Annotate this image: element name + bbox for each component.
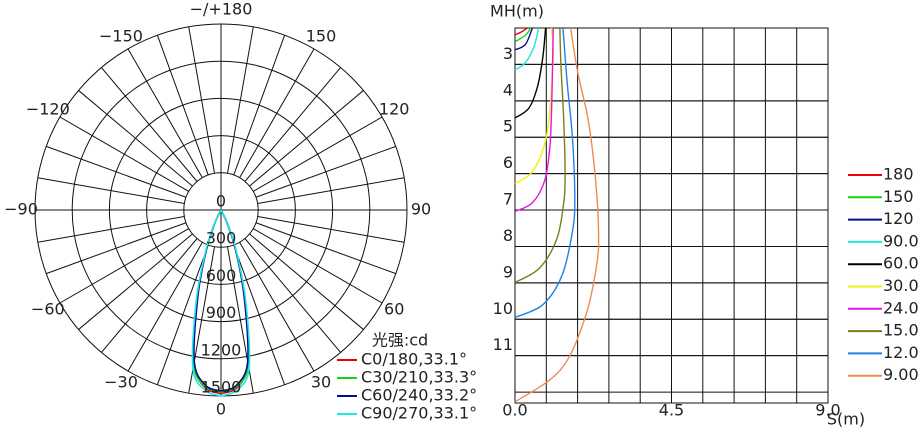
spoke xyxy=(156,35,209,176)
legend-label: 9.00 xyxy=(883,365,919,384)
isolux-curve xyxy=(514,27,547,119)
spoke xyxy=(233,244,286,385)
angle-tick-label: 150 xyxy=(306,26,337,45)
x-tick-label: 9.0 xyxy=(815,401,840,420)
radial-tick-label: 0 xyxy=(216,192,226,211)
spoke xyxy=(255,145,396,198)
isolux-curve xyxy=(514,27,600,403)
legend-label: 120 xyxy=(883,209,914,228)
isolux-curve xyxy=(514,27,534,51)
spoke xyxy=(46,222,187,275)
spoke xyxy=(239,241,315,372)
spoke xyxy=(37,215,185,243)
y-tick-label: 7 xyxy=(503,190,513,209)
angle-tick-label: −60 xyxy=(31,300,65,319)
legend-label: 30.0 xyxy=(883,276,919,295)
legend-label: C60/240,33.2° xyxy=(361,386,477,405)
isolux-curve xyxy=(514,27,555,185)
radial-tick-label: 300 xyxy=(206,229,237,248)
spoke xyxy=(226,26,254,174)
spoke xyxy=(59,116,190,192)
angle-tick-label: 120 xyxy=(379,100,410,119)
angle-tick-label: 0 xyxy=(216,400,226,419)
spoke xyxy=(249,90,364,187)
spoke xyxy=(249,233,364,330)
spoke xyxy=(244,238,341,353)
legend-label: 180 xyxy=(883,165,914,184)
isolux-curve xyxy=(514,27,532,43)
spoke xyxy=(127,48,203,179)
angle-tick-label: 90 xyxy=(411,200,431,219)
angle-tick-label: −/+180 xyxy=(190,0,253,19)
spoke xyxy=(239,48,315,179)
spoke xyxy=(101,238,198,353)
y-tick-label: 9 xyxy=(503,262,513,281)
spoke xyxy=(156,244,209,385)
angle-tick-label: −150 xyxy=(99,26,143,45)
radial-tick-label: 1500 xyxy=(201,378,242,397)
spoke xyxy=(78,233,193,330)
isolux-curve xyxy=(514,27,566,284)
legend-label: 90.0 xyxy=(883,231,919,250)
spoke xyxy=(127,241,203,372)
isolux-curve xyxy=(514,27,528,36)
spoke xyxy=(257,177,405,205)
spoke xyxy=(78,90,193,187)
y-tick-label: 5 xyxy=(503,117,513,136)
spoke xyxy=(188,26,216,174)
radial-tick-label: 900 xyxy=(206,303,237,322)
angle-tick-label: −90 xyxy=(4,200,38,219)
spoke xyxy=(101,67,198,182)
radial-tick-label: 600 xyxy=(206,266,237,285)
spoke xyxy=(46,145,187,198)
angle-tick-label: 60 xyxy=(384,300,404,319)
x-axis-title: S(m) xyxy=(827,410,865,429)
legend-label: 24.0 xyxy=(883,298,919,317)
spoke xyxy=(244,67,341,182)
spoke xyxy=(59,228,190,304)
isolux-curve xyxy=(514,27,540,71)
y-tick-label: 11 xyxy=(493,335,513,354)
y-axis-title: MH(m) xyxy=(490,2,544,21)
x-tick-label: 4.5 xyxy=(659,401,684,420)
spoke xyxy=(252,228,383,304)
y-tick-label: 4 xyxy=(503,80,513,99)
spoke xyxy=(252,116,383,192)
y-tick-label: 3 xyxy=(503,44,513,63)
spoke xyxy=(37,177,185,205)
intensity-curve xyxy=(191,209,222,397)
angle-tick-label: −30 xyxy=(104,373,138,392)
spoke xyxy=(257,215,405,243)
x-tick-label: 0.0 xyxy=(502,401,527,420)
angle-tick-label: −120 xyxy=(26,100,70,119)
spoke xyxy=(255,222,396,275)
legend-label: C0/180,33.1° xyxy=(361,350,467,369)
y-tick-label: 8 xyxy=(503,226,513,245)
legend-title: 光强:cd xyxy=(372,331,428,350)
radial-tick-label: 1200 xyxy=(201,340,242,359)
legend-label: C90/270,33.1° xyxy=(361,404,477,423)
isolux-curve xyxy=(514,27,576,319)
legend-label: C30/210,33.3° xyxy=(361,368,477,387)
isolux-curve xyxy=(514,27,554,213)
legend-label: 150 xyxy=(883,187,914,206)
spoke xyxy=(233,35,286,176)
y-tick-label: 6 xyxy=(503,153,513,172)
legend-label: 12.0 xyxy=(883,343,919,362)
legend-label: 15.0 xyxy=(883,321,919,340)
intensity-curve xyxy=(220,209,251,397)
y-tick-label: 10 xyxy=(493,299,513,318)
angle-tick-label: 30 xyxy=(311,373,331,392)
legend-label: 60.0 xyxy=(883,254,919,273)
